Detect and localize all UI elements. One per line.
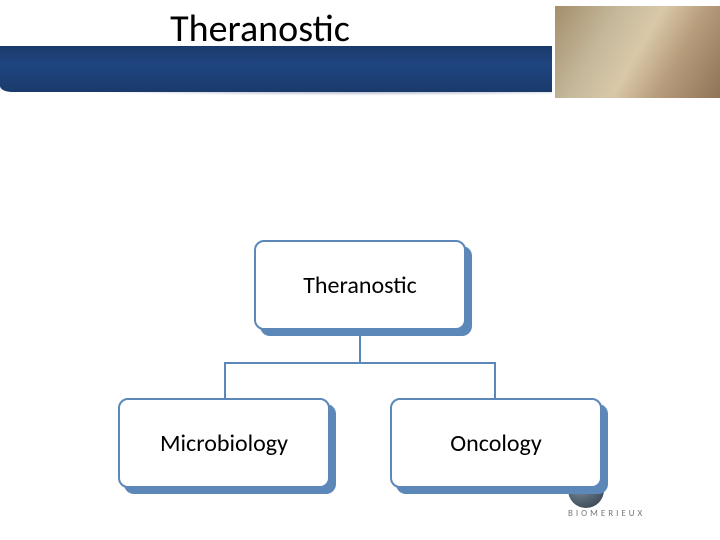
slide-title: Theranostic xyxy=(0,6,520,52)
slide-header: Theranostic xyxy=(0,0,720,100)
node-microbiology: Microbiology xyxy=(118,398,330,488)
node-card: Oncology xyxy=(390,398,602,488)
connector-horizontal xyxy=(224,362,496,364)
node-card: Microbiology xyxy=(118,398,330,488)
node-label: Oncology xyxy=(450,429,541,458)
node-label: Theranostic xyxy=(303,271,417,300)
header-photo-strip xyxy=(552,6,720,98)
logo-text: BIOMERIEUX xyxy=(568,508,645,519)
node-card: Theranostic xyxy=(254,240,466,330)
node-label: Microbiology xyxy=(160,429,288,458)
smartart-diagram: Theranostic Microbiology Oncology xyxy=(0,100,720,440)
connector-drop-left xyxy=(224,362,226,398)
connector-vertical-root xyxy=(359,336,361,362)
node-theranostic: Theranostic xyxy=(254,240,466,330)
node-oncology: Oncology xyxy=(390,398,602,488)
connector-drop-right xyxy=(494,362,496,398)
